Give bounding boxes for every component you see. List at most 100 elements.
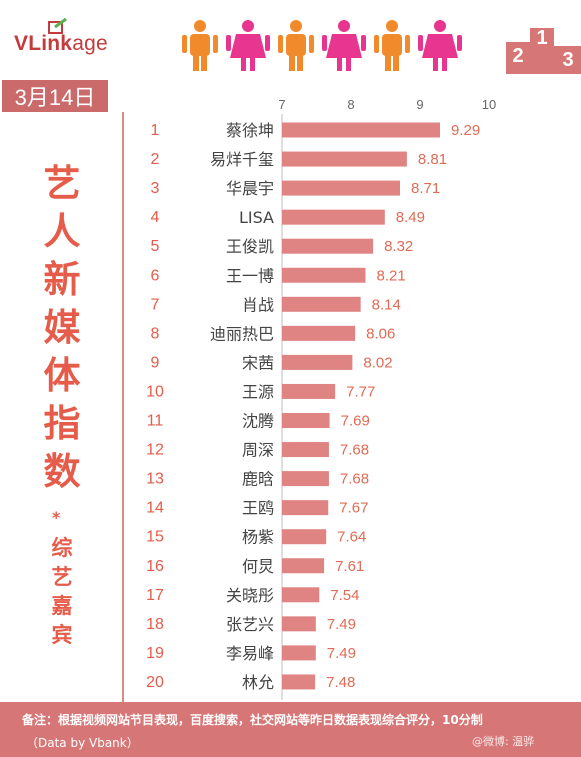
category-label: 宋茜 bbox=[242, 353, 274, 372]
bar-chart: 7 8 9 10 1 蔡徐坤 9.29 2 易烊千玺 8.81 3 华晨宇 8.71 4 LISA 8.49 5… bbox=[146, 97, 496, 700]
title-char: 数 bbox=[43, 450, 81, 493]
svg-text:1: 1 bbox=[536, 27, 547, 49]
category-label: 王一博 bbox=[226, 266, 274, 285]
value-label: 7.77 bbox=[346, 383, 375, 400]
bar bbox=[282, 413, 330, 428]
value-label: 7.67 bbox=[339, 500, 368, 517]
category-label: 杨紫 bbox=[242, 528, 274, 547]
value-label: 9.29 bbox=[451, 122, 480, 139]
title-char: 人 bbox=[43, 210, 81, 253]
people-icons bbox=[182, 20, 462, 71]
value-label: 7.61 bbox=[335, 558, 364, 575]
rank-label: 6 bbox=[151, 267, 160, 284]
category-label: 王鸥 bbox=[242, 499, 274, 518]
footer-band bbox=[0, 702, 581, 757]
title-char: 指 bbox=[43, 402, 81, 445]
title-char: 艺 bbox=[43, 162, 81, 205]
podium-icon: 2 1 3 bbox=[506, 27, 581, 74]
rank-label: 3 bbox=[151, 180, 160, 197]
rank-label: 17 bbox=[146, 587, 164, 604]
value-label: 7.49 bbox=[327, 645, 356, 662]
x-tick-label: 9 bbox=[416, 97, 423, 112]
vertical-subtitle: 综 艺 嘉 宾 bbox=[44, 534, 80, 650]
value-label: 8.06 bbox=[366, 325, 395, 342]
footer-note: 备注：根据视频网站节目表现，百度搜索，社交网站等昨日数据表现综合评分，10分制 bbox=[22, 713, 483, 727]
bar bbox=[282, 238, 374, 254]
category-label: 蔡徐坤 bbox=[226, 121, 274, 140]
subtitle-char: 宾 bbox=[51, 623, 73, 647]
rank-label: 20 bbox=[146, 674, 164, 691]
date-badge: 3月14日 bbox=[2, 80, 108, 112]
bar bbox=[282, 558, 325, 574]
bar bbox=[282, 296, 361, 312]
svg-text:2: 2 bbox=[512, 45, 523, 67]
rank-label: 1 bbox=[151, 122, 160, 139]
bar bbox=[282, 325, 356, 341]
rank-label: 2 bbox=[151, 151, 160, 168]
person-male-icon bbox=[374, 20, 410, 71]
value-label: 8.32 bbox=[384, 238, 413, 255]
subtitle-char: 嘉 bbox=[51, 594, 73, 618]
bar bbox=[282, 529, 327, 545]
logo-mark-icon bbox=[48, 18, 67, 34]
category-label: 李易峰 bbox=[226, 644, 274, 663]
rank-label: 19 bbox=[146, 645, 164, 662]
bar bbox=[282, 180, 400, 196]
subtitle-char: 艺 bbox=[51, 565, 73, 589]
title-char: 新 bbox=[43, 258, 81, 301]
category-label: 鹿晗 bbox=[242, 470, 274, 489]
value-label: 7.54 bbox=[330, 587, 359, 604]
bar bbox=[282, 471, 329, 487]
value-label: 8.21 bbox=[376, 267, 405, 284]
rank-label: 13 bbox=[146, 471, 164, 488]
x-tick-label: 8 bbox=[347, 97, 354, 112]
bar bbox=[282, 674, 316, 690]
value-label: 8.14 bbox=[372, 296, 401, 313]
category-label: 何炅 bbox=[242, 557, 274, 576]
bar bbox=[282, 383, 336, 399]
x-tick-label: 7 bbox=[278, 97, 285, 112]
bar bbox=[282, 500, 329, 516]
rank-label: 15 bbox=[146, 529, 164, 546]
person-female-icon bbox=[226, 20, 270, 71]
rank-label: 9 bbox=[151, 354, 160, 371]
category-label: 王俊凯 bbox=[226, 237, 274, 256]
rank-label: 16 bbox=[146, 558, 164, 575]
rank-label: 5 bbox=[151, 238, 160, 255]
value-label: 8.49 bbox=[396, 209, 425, 226]
rank-label: 8 bbox=[151, 325, 160, 342]
bar bbox=[282, 587, 320, 603]
bar bbox=[282, 122, 441, 138]
watermark: @微博: 温骅 bbox=[472, 735, 535, 748]
bar bbox=[282, 616, 316, 632]
category-label: 周深 bbox=[242, 441, 274, 460]
value-label: 7.69 bbox=[341, 413, 370, 430]
rank-label: 7 bbox=[151, 296, 160, 313]
person-male-icon bbox=[278, 20, 314, 71]
value-label: 7.49 bbox=[327, 616, 356, 633]
left-panel bbox=[0, 112, 124, 702]
category-label: 王源 bbox=[242, 382, 274, 401]
title-char: 媒 bbox=[43, 306, 81, 349]
category-label: 沈腾 bbox=[242, 412, 274, 431]
category-label: 林允 bbox=[242, 673, 274, 692]
person-female-icon bbox=[418, 20, 462, 71]
logo-text-suffix: age bbox=[72, 32, 108, 55]
category-label: 华晨宇 bbox=[226, 179, 274, 198]
value-label: 7.68 bbox=[340, 442, 369, 459]
bar bbox=[282, 151, 407, 167]
logo-text-main: VLink bbox=[14, 32, 73, 55]
value-label: 8.02 bbox=[363, 354, 392, 371]
category-label: 肖战 bbox=[242, 295, 274, 314]
bar bbox=[282, 442, 329, 458]
value-label: 7.48 bbox=[326, 674, 355, 691]
bar bbox=[282, 354, 353, 370]
rank-label: 18 bbox=[146, 616, 164, 633]
rank-label: 14 bbox=[146, 500, 164, 517]
category-label: 张艺兴 bbox=[226, 615, 274, 634]
star-mark: * bbox=[52, 508, 61, 527]
vertical-title: 艺 人 新 媒 体 指 数 bbox=[34, 160, 90, 496]
category-label: LISA bbox=[239, 208, 274, 227]
bar bbox=[282, 209, 385, 225]
rank-label: 12 bbox=[146, 442, 164, 459]
